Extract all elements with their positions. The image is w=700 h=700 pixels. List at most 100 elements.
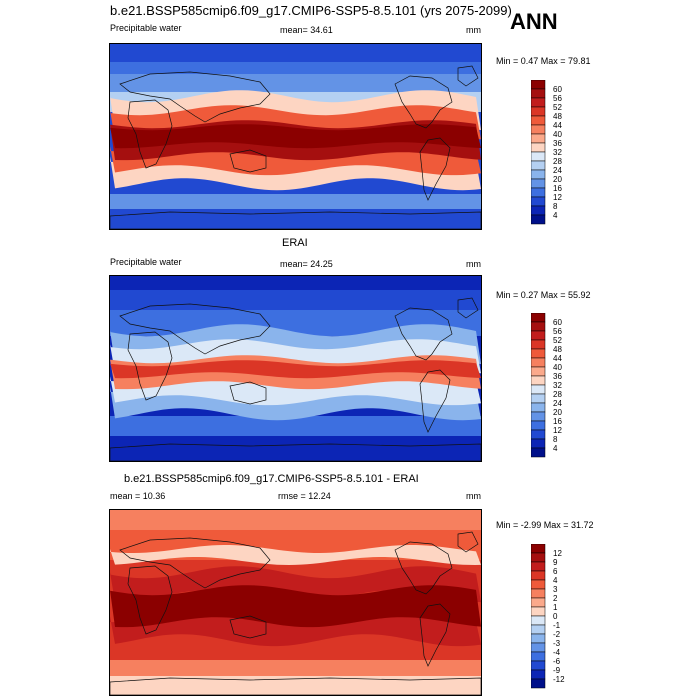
colorbar-tick-label: 12 — [553, 549, 562, 558]
map-band — [110, 436, 481, 461]
panel2-title: ERAI — [282, 237, 308, 249]
colorbar-swatch — [530, 579, 546, 590]
colorbar-tick-label: 4 — [553, 576, 558, 585]
colorbar-swatch — [530, 384, 546, 395]
colorbar-swatch — [530, 402, 546, 413]
colorbar-swatch — [530, 438, 546, 449]
colorbar-swatch — [530, 588, 546, 599]
panel1-colorbar: 60 56 52 48 44 40 36 32 28 24 20 16 12 8 4 — [530, 79, 581, 231]
colorbar-tick-label: 1 — [553, 603, 558, 612]
panel1-variable-label: Precipitable water — [110, 23, 182, 33]
panel1-map — [109, 43, 482, 230]
colorbar-tick-label: 0 — [553, 612, 558, 621]
colorbar-swatch — [530, 633, 546, 644]
colorbar-tick-label: 28 — [553, 390, 562, 399]
panel3-colorbar: 12 9 6 4 3 2 1 0 -1 -2 -3 -4 -6 -9 -12 — [530, 543, 581, 695]
colorbar-swatch — [530, 106, 546, 117]
colorbar-tick-label: 28 — [553, 157, 562, 166]
colorbar-swatch — [530, 214, 546, 225]
colorbar-tick-label: 40 — [553, 363, 562, 372]
colorbar-tick-label: 52 — [553, 336, 562, 345]
panel3-units-label: mm — [466, 491, 481, 501]
colorbar-swatch — [530, 678, 546, 689]
coastline — [457, 531, 479, 553]
coastline — [229, 149, 267, 173]
colorbar-tick-label: 20 — [553, 175, 562, 184]
coastline — [127, 565, 173, 635]
map-contour — [110, 585, 481, 628]
coastline — [419, 369, 451, 433]
colorbar-tick-label: 8 — [553, 202, 558, 211]
coastline — [127, 331, 173, 401]
map-contour — [110, 339, 481, 374]
colorbar-tick-label: -9 — [553, 666, 561, 675]
coastline — [394, 307, 453, 361]
colorbar-swatch — [530, 429, 546, 440]
coastline — [394, 75, 453, 129]
colorbar-swatch — [530, 187, 546, 198]
colorbar-swatch — [530, 79, 546, 90]
colorbar-tick-label: 2 — [553, 594, 558, 603]
map-contour — [110, 360, 481, 379]
panel2-variable-label: Precipitable water — [110, 257, 182, 267]
colorbar-swatch — [530, 321, 546, 332]
colorbar-swatch — [530, 447, 546, 458]
colorbar-tick-label: 24 — [553, 399, 562, 408]
panel3-map-svg — [110, 510, 481, 695]
colorbar-tick-label: 24 — [553, 166, 562, 175]
colorbar-swatch — [530, 570, 546, 581]
colorbar-swatch — [530, 160, 546, 171]
panel3-rmse-label: rmse = 12.24 — [278, 491, 331, 501]
panel2-units-label: mm — [466, 259, 481, 269]
colorbar-swatch — [530, 660, 546, 671]
colorbar-tick-label: 56 — [553, 327, 562, 336]
map-contour — [110, 124, 481, 149]
coastline — [127, 99, 173, 169]
colorbar-tick-label: 32 — [553, 381, 562, 390]
colorbar-tick-label: 56 — [553, 94, 562, 103]
colorbar-tick-label: -12 — [553, 675, 565, 684]
colorbar-tick-label: 48 — [553, 112, 562, 121]
coastline — [419, 137, 451, 201]
panel1-mean-label: mean= 34.61 — [280, 25, 333, 35]
panel2-map-svg — [110, 276, 481, 461]
map-contour — [110, 90, 481, 131]
panel2-minmax-label: Min = 0.27 Max = 55.92 — [496, 290, 591, 300]
colorbar-tick-label: -1 — [553, 621, 561, 630]
colorbar-tick-label: 44 — [553, 354, 562, 363]
coastline — [457, 297, 479, 319]
season-label: ANN — [510, 9, 558, 34]
colorbar-swatch — [530, 115, 546, 126]
colorbar-tick-label: 32 — [553, 148, 562, 157]
colorbar-tick-label: 16 — [553, 417, 562, 426]
map-contour — [110, 610, 481, 647]
panel1-units-label: mm — [466, 25, 481, 35]
colorbar-tick-label: 60 — [553, 318, 562, 327]
colorbar-swatch — [530, 339, 546, 350]
colorbar-swatch — [530, 312, 546, 323]
colorbar-swatch — [530, 205, 546, 216]
colorbar-tick-label: 52 — [553, 103, 562, 112]
figure-title: b.e21.BSSP585cmip6.f09_g17.CMIP6-SSP5-8.… — [110, 3, 512, 18]
colorbar-tick-label: 12 — [553, 426, 562, 435]
map-band — [110, 209, 481, 229]
panel1-map-svg — [110, 44, 481, 229]
colorbar-swatch — [530, 552, 546, 563]
colorbar-tick-label: 20 — [553, 408, 562, 417]
panel2-mean-label: mean= 24.25 — [280, 259, 333, 269]
colorbar-tick-label: 60 — [553, 85, 562, 94]
panel1-minmax-label: Min = 0.47 Max = 79.81 — [496, 56, 591, 66]
map-contour — [110, 105, 481, 140]
map-contour — [110, 566, 481, 603]
colorbar-swatch — [530, 543, 546, 554]
panel3-minmax-label: Min = -2.99 Max = 31.72 — [496, 520, 594, 530]
colorbar-swatch — [530, 357, 546, 368]
colorbar-swatch — [530, 142, 546, 153]
coastline — [229, 615, 267, 639]
colorbar-tick-label: -6 — [553, 657, 561, 666]
panel3-mean-label: mean = 10.36 — [110, 491, 166, 501]
colorbar-tick-label: 6 — [553, 567, 558, 576]
colorbar-swatch — [530, 561, 546, 572]
